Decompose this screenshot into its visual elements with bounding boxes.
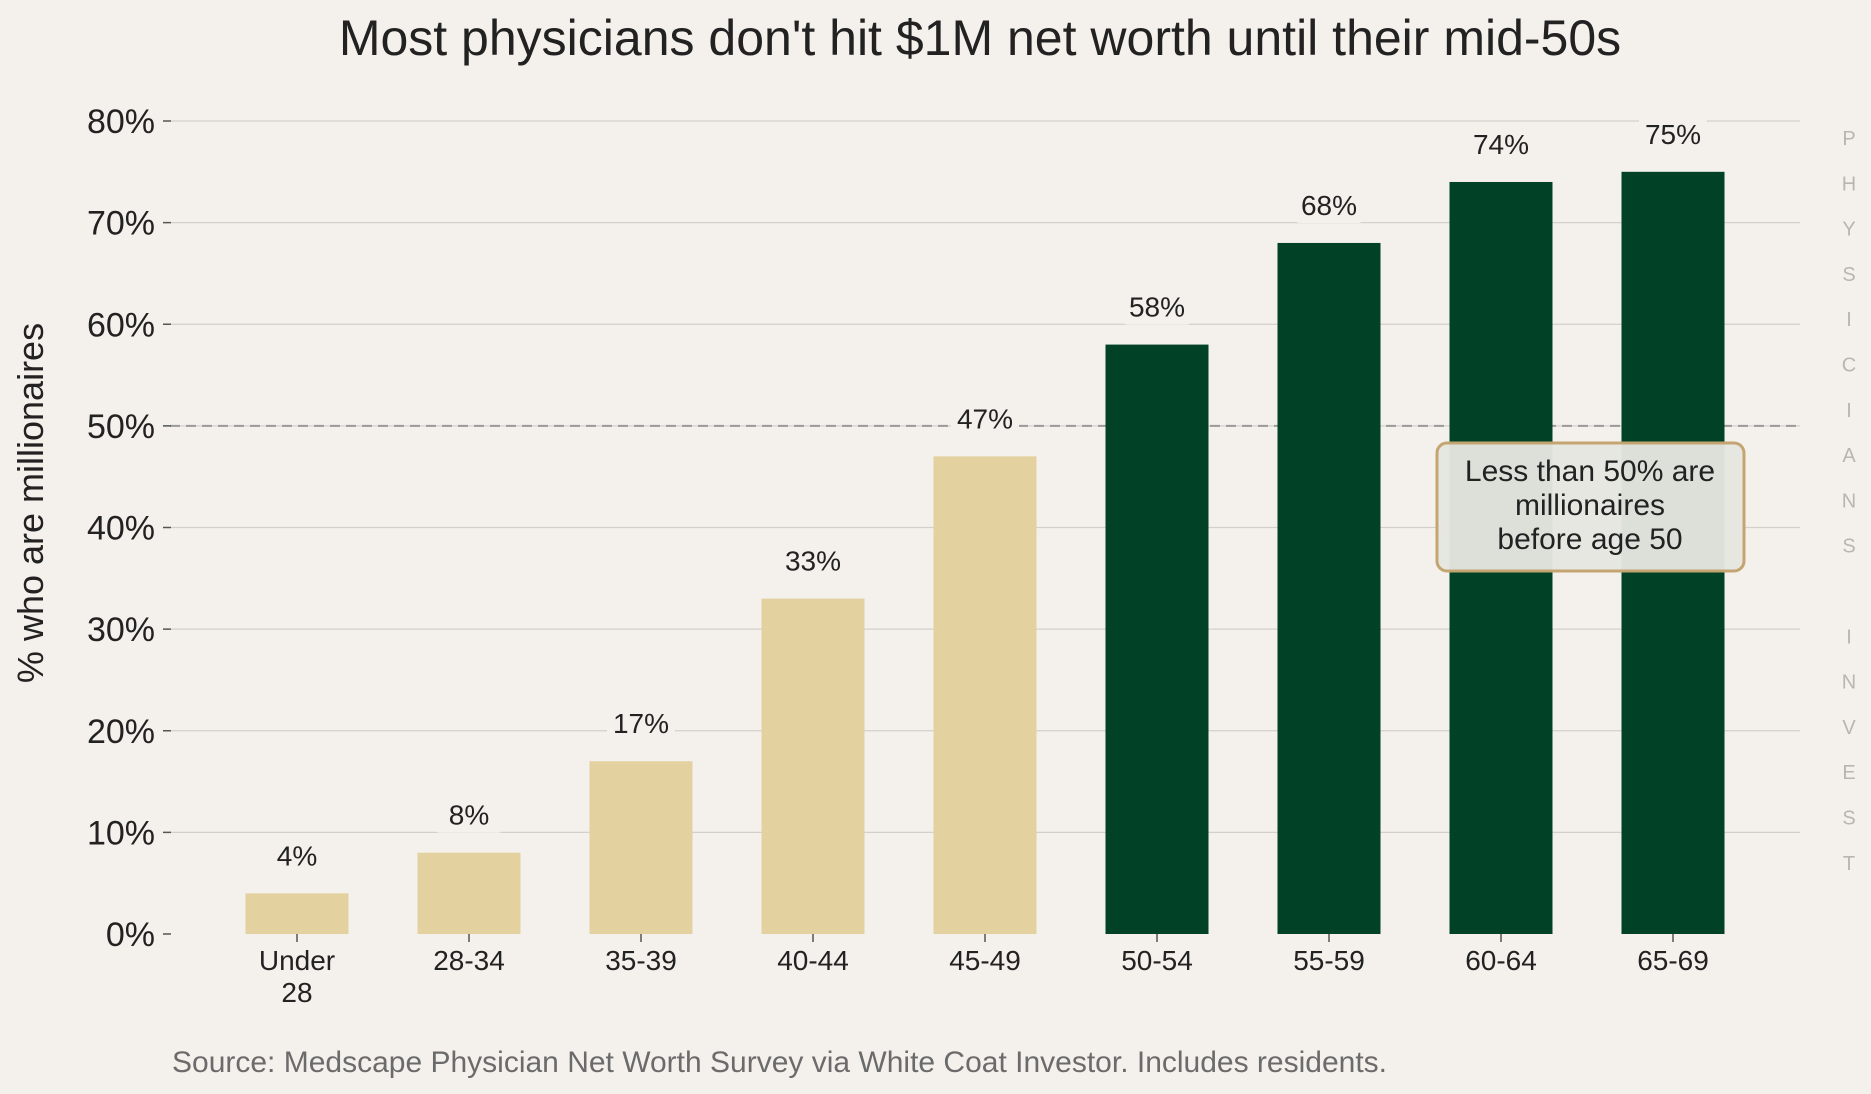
watermark-letter: I	[1846, 626, 1852, 648]
watermark-letter: S	[1842, 808, 1855, 830]
x-tick-label: 55-59	[1293, 945, 1365, 976]
y-tick-label: 60%	[87, 306, 155, 344]
value-label-bg	[263, 839, 331, 874]
x-tick-label-line: 50-54	[1121, 945, 1193, 976]
watermark-letter: S	[1842, 536, 1855, 558]
x-tick-label-line: 65-69	[1637, 945, 1709, 976]
x-tick-label-line: Under	[259, 945, 335, 976]
x-tick-label-line: 35-39	[605, 945, 677, 976]
y-tick-label: 70%	[87, 205, 155, 243]
y-tick-label: 80%	[87, 103, 155, 141]
annotation-text: before age 50	[1497, 523, 1682, 556]
watermark-letter: P	[1842, 128, 1855, 150]
y-tick-label: 0%	[106, 916, 155, 954]
watermark-letter: E	[1842, 762, 1855, 784]
watermark-letter: V	[1842, 717, 1856, 739]
x-tick-label: 50-54	[1121, 945, 1193, 976]
x-tick-label: Under 28	[259, 945, 335, 1008]
source-note: Source: Medscape Physician Net Worth Sur…	[172, 1046, 1387, 1079]
watermark-letter: I	[1846, 309, 1852, 331]
x-tick-label-line: 40-44	[777, 945, 849, 976]
annotation-text: millionaires	[1515, 489, 1665, 522]
x-tick-label: 28-34	[433, 945, 505, 976]
value-labels: 4% 8% 17% 33% 47% 58% 68% 74% 75%	[263, 117, 1707, 874]
x-axis: Under 28 28-34 35-39 40-44 45-49 50-54 55-59 60-…	[259, 934, 1709, 1008]
y-tick-label: 20%	[87, 713, 155, 751]
watermark: P H Y S I C I A N S I N V E S T	[1842, 128, 1857, 875]
watermark-letter: N	[1842, 672, 1856, 694]
value-label: 17%	[613, 708, 669, 739]
x-tick-label: 65-69	[1637, 945, 1709, 976]
value-label-bg	[435, 798, 503, 833]
bar	[417, 852, 521, 934]
x-tick-label-line: 45-49	[949, 945, 1021, 976]
y-axis: 0% 10% 20% 30% 40% 50% 60% 70% 80%	[87, 103, 171, 954]
y-axis-label: % who are millionaires	[10, 323, 51, 683]
bar	[245, 893, 349, 934]
value-label: 8%	[449, 800, 489, 831]
bar	[589, 761, 693, 934]
value-label: 4%	[277, 840, 317, 871]
value-label: 75%	[1645, 119, 1701, 150]
chart-title: Most physicians don't hit $1M net worth …	[339, 10, 1621, 66]
y-tick-label: 40%	[87, 510, 155, 548]
value-label-bg	[1467, 127, 1535, 162]
x-tick-label: 60-64	[1465, 945, 1537, 976]
watermark-letter: H	[1842, 173, 1856, 195]
value-label: 74%	[1473, 129, 1529, 160]
value-label: 68%	[1301, 190, 1357, 221]
watermark-letter: T	[1843, 853, 1855, 875]
value-label-bg	[1295, 188, 1363, 223]
watermark-letter: S	[1842, 264, 1855, 286]
watermark-letter: N	[1842, 490, 1856, 512]
annotation-text: Less than 50% are	[1465, 455, 1715, 488]
value-label-bg	[607, 707, 675, 742]
x-tick-label-line: 60-64	[1465, 945, 1537, 976]
x-tick-label: 35-39	[605, 945, 677, 976]
value-label: 47%	[957, 403, 1013, 434]
y-tick-label: 50%	[87, 408, 155, 446]
x-tick-label-line: 55-59	[1293, 945, 1365, 976]
watermark-letter: A	[1842, 445, 1856, 467]
x-tick-label-line: 28	[281, 977, 312, 1008]
value-label: 33%	[785, 546, 841, 577]
x-tick-label: 40-44	[777, 945, 849, 976]
bar	[933, 456, 1037, 934]
x-tick-label-line: 28-34	[433, 945, 505, 976]
value-label-bg	[1639, 117, 1707, 152]
watermark-letter: Y	[1842, 219, 1855, 241]
value-label-bg	[779, 544, 847, 579]
annotation-box-frame	[1435, 441, 1746, 573]
watermark-letter: I	[1846, 400, 1852, 422]
bar	[761, 598, 865, 934]
value-label: 58%	[1129, 292, 1185, 323]
watermark-letter: C	[1842, 355, 1856, 377]
y-tick-label: 10%	[87, 814, 155, 852]
bar	[1277, 242, 1381, 934]
value-label-bg	[951, 402, 1019, 437]
value-label-bg	[1123, 290, 1191, 325]
y-tick-label: 30%	[87, 611, 155, 649]
x-tick-label: 45-49	[949, 945, 1021, 976]
bar	[1105, 344, 1209, 934]
